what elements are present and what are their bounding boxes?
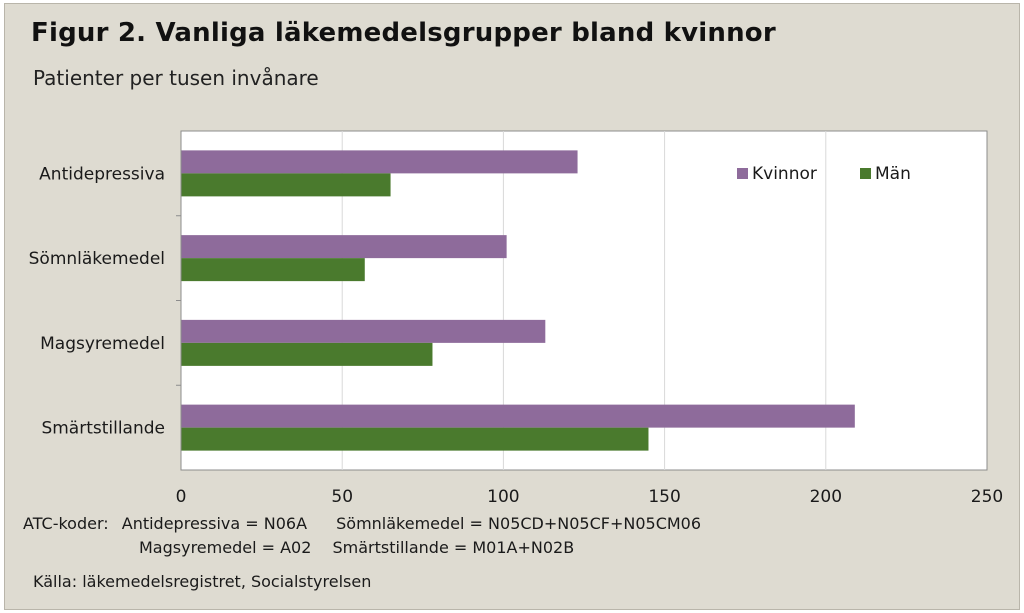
source-note: Källa: läkemedelsregistret, Socialstyrel… bbox=[33, 572, 372, 591]
bar-magsyremedel-män bbox=[181, 342, 433, 366]
x-tick-label-100: 100 bbox=[487, 487, 519, 507]
x-tick-label-200: 200 bbox=[810, 487, 842, 507]
category-label-antidepressiva: Antidepressiva bbox=[39, 164, 165, 184]
bar-smärtstillande-män bbox=[181, 427, 649, 451]
bars bbox=[181, 150, 855, 451]
axes bbox=[176, 131, 182, 470]
chart-subtitle: Patienter per tusen invånare bbox=[33, 66, 319, 90]
category-labels: Antidepressiva Sömnläkemedel Magsyremedel S… bbox=[29, 164, 165, 438]
category-label-magsyremedel: Magsyremedel bbox=[40, 334, 165, 354]
category-label-smärtstillande: Smärtstillande bbox=[41, 419, 165, 439]
bar-chart: 0 50 100 150 200 250 Antidepressiva Sömnläkeme… bbox=[29, 130, 1004, 507]
bar-smärtstillande-kvinnor bbox=[181, 404, 855, 428]
bar-sömnläkemedel-män bbox=[181, 258, 365, 282]
bar-sömnläkemedel-kvinnor bbox=[181, 235, 507, 259]
bar-magsyremedel-kvinnor bbox=[181, 319, 546, 343]
legend-swatch-kvinnor bbox=[737, 168, 748, 179]
slide: Figur 2. Vanliga läkemedelsgrupper bland… bbox=[4, 3, 1020, 610]
x-tick-labels: 0 50 100 150 200 250 bbox=[176, 487, 1004, 507]
atc-smartstillande: Smärtstillande = M01A+N02B bbox=[332, 538, 575, 557]
legend-swatch-män bbox=[860, 168, 871, 179]
atc-magsyremedel: Magsyremedel = A02 bbox=[139, 538, 312, 557]
atc-codes-line1: ATC-koder: Antidepressiva = N06A Sömnläk… bbox=[23, 514, 701, 533]
x-tick-label-50: 50 bbox=[331, 487, 353, 507]
x-tick-label-250: 250 bbox=[971, 487, 1003, 507]
bar-antidepressiva-kvinnor bbox=[181, 150, 578, 174]
atc-prefix: ATC-koder: bbox=[23, 514, 109, 533]
legend-label-kvinnor: Kvinnor bbox=[752, 164, 817, 184]
atc-somnlakemedel: Sömnläkemedel = N05CD+N05CF+N05CM06 bbox=[336, 514, 702, 533]
atc-antidepressiva: Antidepressiva = N06A bbox=[121, 514, 308, 533]
atc-codes-line2: Magsyremedel = A02 Smärtstillande = M01A… bbox=[139, 538, 574, 557]
category-label-sömnläkemedel: Sömnläkemedel bbox=[29, 249, 165, 269]
chart-title: Figur 2. Vanliga läkemedelsgrupper bland… bbox=[31, 18, 776, 48]
legend: Kvinnor Män bbox=[737, 164, 911, 184]
x-tick-label-0: 0 bbox=[176, 487, 187, 507]
legend-label-män: Män bbox=[875, 164, 911, 184]
x-tick-label-150: 150 bbox=[648, 487, 680, 507]
bar-antidepressiva-män bbox=[181, 173, 391, 197]
